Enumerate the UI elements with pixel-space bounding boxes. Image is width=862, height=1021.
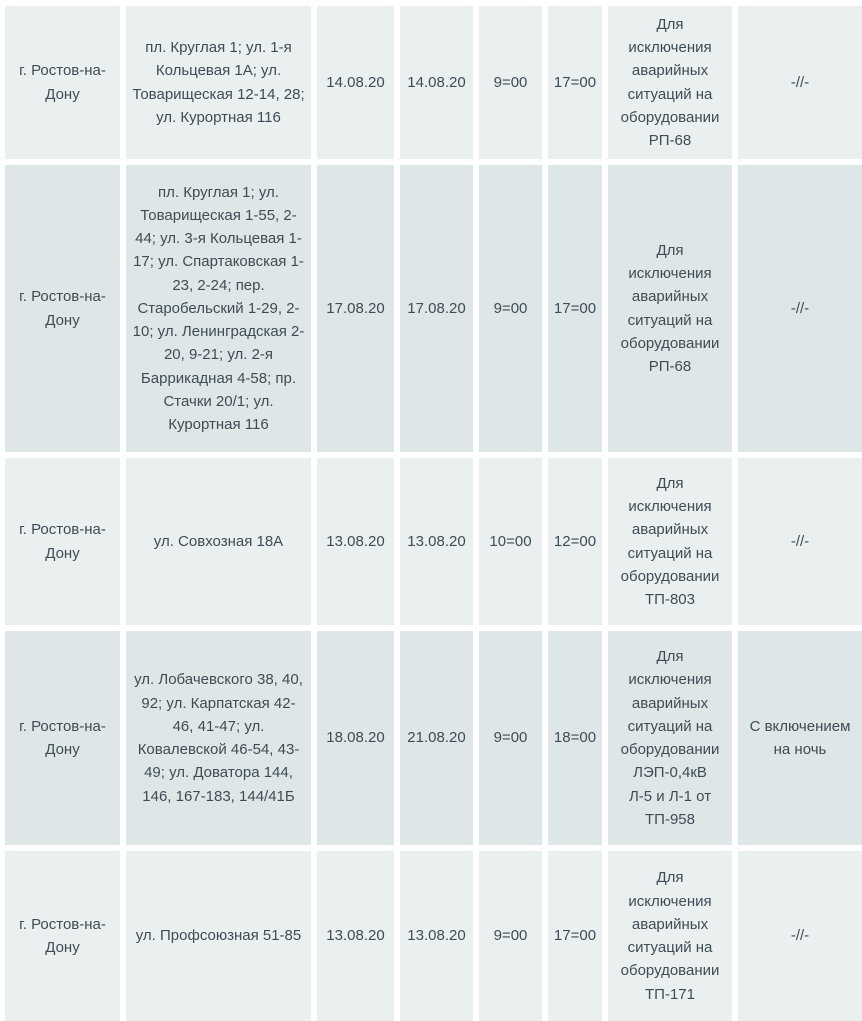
cell-addresses: пл. Круглая 1; ул. 1-я Кольцевая 1А; ул.… <box>126 6 311 159</box>
cell-time-start: 10=00 <box>479 458 542 625</box>
cell-reason: Для исключения аварийных ситуаций на обо… <box>608 631 732 845</box>
cell-date-end: 13.08.20 <box>400 458 473 625</box>
cell-date-start: 13.08.20 <box>317 851 394 1021</box>
cell-time-start: 9=00 <box>479 165 542 452</box>
cell-date-start: 13.08.20 <box>317 458 394 625</box>
cell-date-end: 14.08.20 <box>400 6 473 159</box>
cell-addresses: ул. Профсоюзная 51-85 <box>126 851 311 1021</box>
cell-addresses: пл. Круглая 1; ул. Товарищеская 1-55, 2-… <box>126 165 311 452</box>
cell-city: г. Ростов-на-Дону <box>5 458 120 625</box>
cell-reason: Для исключения аварийных ситуаций на обо… <box>608 851 732 1021</box>
cell-note: С включением на ночь <box>738 631 862 845</box>
cell-date-end: 17.08.20 <box>400 165 473 452</box>
cell-reason: Для исключения аварийных ситуаций на обо… <box>608 165 732 452</box>
cell-time-start: 9=00 <box>479 6 542 159</box>
cell-date-start: 17.08.20 <box>317 165 394 452</box>
cell-reason: Для исключения аварийных ситуаций на обо… <box>608 6 732 159</box>
cell-date-start: 18.08.20 <box>317 631 394 845</box>
cell-city: г. Ростов-на-Дону <box>5 165 120 452</box>
cell-time-end: 17=00 <box>548 851 602 1021</box>
cell-date-start: 14.08.20 <box>317 6 394 159</box>
cell-city: г. Ростов-на-Дону <box>5 6 120 159</box>
cell-city: г. Ростов-на-Дону <box>5 851 120 1021</box>
cell-time-end: 17=00 <box>548 6 602 159</box>
cell-addresses: ул. Совхозная 18А <box>126 458 311 625</box>
cell-city: г. Ростов-на-Дону <box>5 631 120 845</box>
cell-time-end: 12=00 <box>548 458 602 625</box>
cell-reason: Для исключения аварийных ситуаций на обо… <box>608 458 732 625</box>
cell-time-end: 17=00 <box>548 165 602 452</box>
cell-time-end: 18=00 <box>548 631 602 845</box>
cell-time-start: 9=00 <box>479 631 542 845</box>
cell-note: -//- <box>738 458 862 625</box>
cell-time-start: 9=00 <box>479 851 542 1021</box>
cell-note: -//- <box>738 6 862 159</box>
cell-date-end: 13.08.20 <box>400 851 473 1021</box>
cell-addresses: ул. Лобачевского 38, 40, 92; ул. Карпатс… <box>126 631 311 845</box>
cell-date-end: 21.08.20 <box>400 631 473 845</box>
cell-note: -//- <box>738 851 862 1021</box>
cell-note: -//- <box>738 165 862 452</box>
